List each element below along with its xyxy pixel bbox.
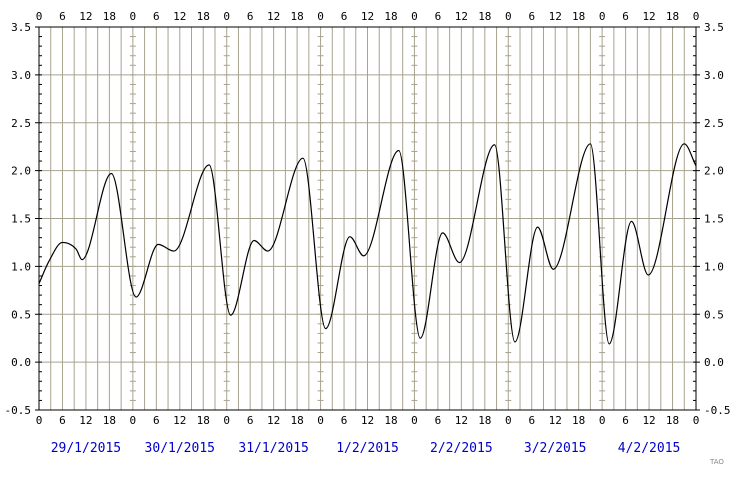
hour-tick-label-top: 18 xyxy=(197,10,210,23)
hour-tick-label-top: 6 xyxy=(622,10,629,23)
y-tick-label-left: 0.5 xyxy=(11,308,31,321)
hour-tick-label-top: 12 xyxy=(642,10,655,23)
y-tick-label-left: 2.0 xyxy=(11,165,31,178)
hour-tick-label-top: 0 xyxy=(317,10,324,23)
hour-ticks-top: 0 6 12 18 0 6 12 18 0 6 12 18 0 6 12 18 0 6 12 18 0 6 12 18 0 6 12… xyxy=(36,10,700,23)
date-label: 2/2/2015 xyxy=(430,441,493,456)
hour-tick-label-bottom: 6 xyxy=(247,414,254,427)
hour-tick-label-bottom: 0 xyxy=(505,414,512,427)
y-tick-label-left: 3.5 xyxy=(11,21,31,34)
y-tick-label-right: -0.5 xyxy=(704,404,731,417)
y-axis-left: -0.5 0.0 0.5 1.0 1.5 2.0 2.5 3.0 3.5 xyxy=(5,21,42,417)
hour-tick-label-top: 0 xyxy=(130,10,137,23)
y-tick-label-left: 1.5 xyxy=(11,213,31,226)
hour-tick-label-bottom: 18 xyxy=(478,414,491,427)
hour-tick-label-top: 6 xyxy=(435,10,442,23)
hour-tick-label-bottom: 0 xyxy=(36,414,43,427)
y-tick-label-right: 1.5 xyxy=(704,213,724,226)
y-tick-label-right: 0.5 xyxy=(704,308,724,321)
hour-tick-label-bottom: 12 xyxy=(173,414,186,427)
hour-tick-label-top: 0 xyxy=(599,10,606,23)
hour-tick-label-top: 0 xyxy=(505,10,512,23)
hour-ticks-bottom: 0 6 12 18 0 6 12 18 0 6 12 18 0 6 12 18 0 6 12 18 0 6 12 18 0 6 12… xyxy=(36,414,700,427)
hour-tick-label-bottom: 6 xyxy=(622,414,629,427)
hour-tick-label-bottom: 0 xyxy=(599,414,606,427)
hour-tick-label-bottom: 6 xyxy=(59,414,66,427)
hour-tick-label-top: 0 xyxy=(693,10,700,23)
hour-tick-label-bottom: 12 xyxy=(642,414,655,427)
hour-tick-label-top: 12 xyxy=(361,10,374,23)
hour-tick-label-top: 0 xyxy=(223,10,230,23)
y-tick-label-right: 2.0 xyxy=(704,165,724,178)
hour-tick-label-bottom: 6 xyxy=(341,414,348,427)
hour-tick-label-top: 18 xyxy=(666,10,679,23)
hour-tick-label-top: 12 xyxy=(79,10,92,23)
hour-tick-label-top: 6 xyxy=(341,10,348,23)
grid xyxy=(39,27,696,410)
hour-tick-label-top: 12 xyxy=(267,10,280,23)
hour-tick-label-top: 6 xyxy=(528,10,535,23)
hour-tick-label-bottom: 0 xyxy=(223,414,230,427)
hour-tick-label-bottom: 18 xyxy=(103,414,116,427)
hour-tick-label-bottom: 12 xyxy=(361,414,374,427)
y-tick-label-left: 2.5 xyxy=(11,117,31,130)
y-tick-label-left: 1.0 xyxy=(11,260,31,273)
hour-tick-label-top: 18 xyxy=(384,10,397,23)
hour-tick-label-top: 18 xyxy=(478,10,491,23)
hour-tick-label-bottom: 12 xyxy=(267,414,280,427)
hour-tick-label-top: 0 xyxy=(411,10,418,23)
hour-tick-label-top: 12 xyxy=(549,10,562,23)
y-tick-label-right: 3.5 xyxy=(704,21,724,34)
date-label: 30/1/2015 xyxy=(145,441,215,456)
hour-tick-label-bottom: 0 xyxy=(317,414,324,427)
hour-tick-label-bottom: 0 xyxy=(693,414,700,427)
hour-tick-label-bottom: 12 xyxy=(79,414,92,427)
tide-level-line xyxy=(38,143,697,345)
y-axis-right: -0.5 0.0 0.5 1.0 1.5 2.0 2.5 3.0 3.5 xyxy=(693,21,731,417)
y-tick-label-left: 0.0 xyxy=(11,356,31,369)
date-label: 1/2/2015 xyxy=(336,441,399,456)
y-tick-label-left: -0.5 xyxy=(5,404,32,417)
y-tick-label-right: 3.0 xyxy=(704,69,724,82)
hour-tick-label-top: 18 xyxy=(103,10,116,23)
hour-tick-label-bottom: 0 xyxy=(130,414,137,427)
date-label: 31/1/2015 xyxy=(238,441,308,456)
hour-tick-label-bottom: 18 xyxy=(572,414,585,427)
hour-tick-label-top: 6 xyxy=(247,10,254,23)
hour-tick-label-bottom: 6 xyxy=(153,414,160,427)
hour-tick-label-bottom: 18 xyxy=(197,414,210,427)
hour-tick-label-bottom: 12 xyxy=(549,414,562,427)
y-tick-label-left: 3.0 xyxy=(11,69,31,82)
hour-tick-label-bottom: 6 xyxy=(528,414,535,427)
hour-tick-label-bottom: 12 xyxy=(455,414,468,427)
hour-tick-label-top: 6 xyxy=(59,10,66,23)
hour-tick-label-bottom: 18 xyxy=(290,414,303,427)
date-labels: 29/1/2015 30/1/2015 31/1/2015 1/2/2015 2/2/2… xyxy=(51,441,681,456)
hour-tick-label-bottom: 18 xyxy=(666,414,679,427)
y-tick-label-right: 2.5 xyxy=(704,117,724,130)
y-tick-label-right: 0.0 xyxy=(704,356,724,369)
credit-label: TAO xyxy=(709,458,724,466)
hour-tick-label-top: 18 xyxy=(290,10,303,23)
hour-tick-label-bottom: 6 xyxy=(435,414,442,427)
hour-tick-label-top: 6 xyxy=(153,10,160,23)
y-tick-label-right: 1.0 xyxy=(704,260,724,273)
hour-tick-label-top: 12 xyxy=(173,10,186,23)
date-label: 3/2/2015 xyxy=(524,441,587,456)
hour-tick-label-top: 18 xyxy=(572,10,585,23)
hour-tick-label-bottom: 18 xyxy=(384,414,397,427)
date-label: 29/1/2015 xyxy=(51,441,121,456)
hour-tick-label-bottom: 0 xyxy=(411,414,418,427)
date-label: 4/2/2015 xyxy=(618,441,681,456)
hour-tick-label-top: 0 xyxy=(36,10,43,23)
hour-tick-label-top: 12 xyxy=(455,10,468,23)
